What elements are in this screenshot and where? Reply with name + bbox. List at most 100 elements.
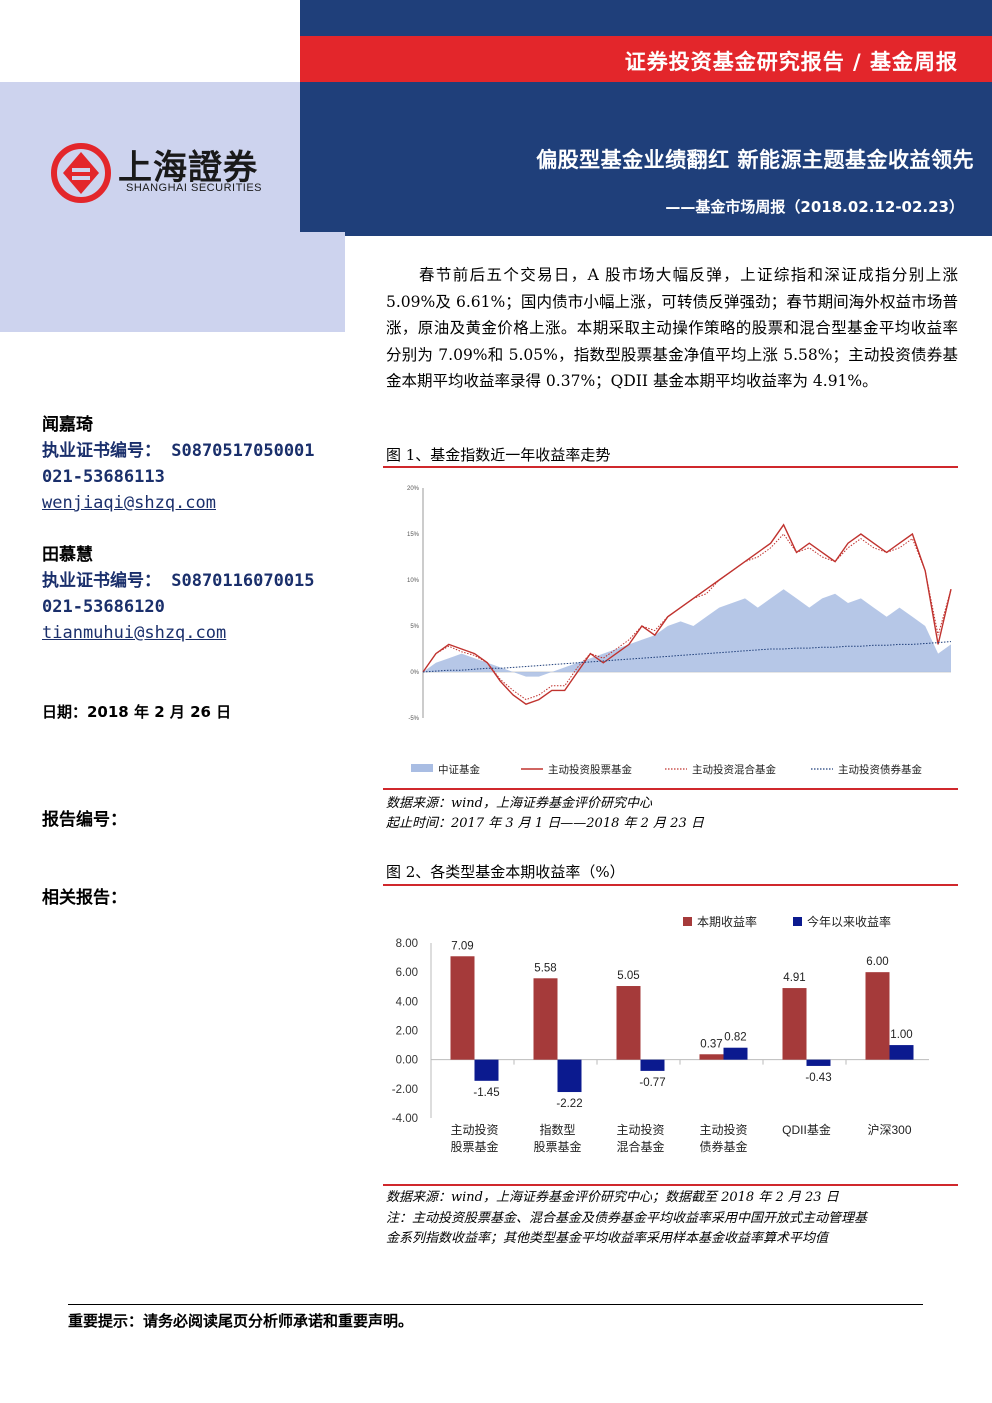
header-top-band bbox=[300, 0, 992, 36]
data-label: 4.91 bbox=[783, 972, 805, 984]
category-label: 主动投资 bbox=[699, 1122, 747, 1137]
legend-item: 本期收益率 bbox=[683, 914, 757, 929]
logo-icon bbox=[51, 143, 111, 203]
figure2-bottom-rule bbox=[383, 1184, 958, 1186]
legend-label: 本期收益率 bbox=[697, 914, 757, 929]
legend-label: 中证基金 bbox=[438, 763, 480, 776]
left-panel-band bbox=[0, 232, 345, 332]
author-email-link[interactable]: tianmuhui@shzq.com bbox=[42, 623, 227, 643]
y-tick-label: 5% bbox=[410, 624, 419, 630]
bar-ytd-return bbox=[474, 1059, 499, 1081]
author-name: 闻嘉琦 bbox=[42, 415, 93, 435]
logo-area: 上海證券 SHANGHAI SECURITIES bbox=[0, 82, 300, 232]
bar-period-return bbox=[782, 988, 807, 1060]
bar-ytd-return bbox=[806, 1059, 831, 1066]
figure2-note-line2: 金系列指数收益率；其他类型基金平均收益率采用样本基金收益率算术平均值 bbox=[386, 1231, 829, 1246]
author-name: 田慕慧 bbox=[42, 545, 93, 565]
data-label: -0.43 bbox=[805, 1072, 831, 1084]
figure2-note-line1: 注：主动投资股票基金、混合基金及债券基金平均收益率采用中国开放式主动管理基 bbox=[386, 1211, 868, 1226]
data-label: 5.05 bbox=[617, 970, 639, 982]
y-tick-label: 20% bbox=[407, 486, 420, 492]
category-label: 主动投资 bbox=[450, 1122, 498, 1137]
data-label: 6.00 bbox=[866, 956, 888, 968]
category-label: QDII基金 bbox=[782, 1122, 831, 1137]
y-tick-label: 0.00 bbox=[396, 1055, 418, 1067]
bar-period-return bbox=[533, 978, 558, 1060]
data-label: -2.22 bbox=[556, 1098, 582, 1110]
figure2-source: 数据来源：wind，上海证券基金评价研究中心；数据截至 2018 年 2 月 2… bbox=[386, 1190, 839, 1205]
report-series: 证券投资基金研究报告 / 基金周报 bbox=[624, 50, 958, 74]
legend-swatch bbox=[683, 917, 692, 926]
legend-label: 主动投资混合基金 bbox=[692, 763, 776, 776]
y-tick-label: -5% bbox=[408, 716, 419, 722]
author-block-2: 田慕慧 执业证书编号： S0870116070015 021-53686120 … bbox=[42, 542, 315, 646]
legend-label: 主动投资债券基金 bbox=[838, 763, 922, 776]
author-cert: 执业证书编号： S0870517050001 bbox=[42, 441, 315, 461]
figure1-period: 起止时间：2017 年 3 月 1 日——2018 年 2 月 23 日 bbox=[386, 816, 704, 831]
report-number-label: 报告编号： bbox=[42, 810, 127, 830]
report-subtitle: ——基金市场周报（2018.02.12-02.23） bbox=[665, 198, 964, 216]
category-label: 股票基金 bbox=[533, 1139, 581, 1154]
figure2-title: 图 2、各类型基金本期收益率（%） bbox=[386, 863, 625, 881]
logo-text-cn: 上海證券 bbox=[118, 148, 258, 188]
y-tick-label: 8.00 bbox=[396, 938, 418, 950]
figure2-top-rule bbox=[383, 884, 958, 886]
data-label: 0.37 bbox=[700, 1038, 722, 1050]
figure2-chart: 8.00 6.00 4.00 2.00 0.00 -2.00 -4.00 7.09 5.58 5.… bbox=[392, 914, 929, 1154]
report-title: 偏股型基金业绩翻红 新能源主题基金收益领先 bbox=[536, 148, 974, 172]
series-line-mixed-fund bbox=[422, 533, 952, 701]
y-tick-label: -2.00 bbox=[392, 1084, 418, 1096]
legend-label: 今年以来收益率 bbox=[807, 914, 891, 929]
footer-rule bbox=[68, 1304, 923, 1305]
bar-period-return bbox=[865, 972, 890, 1060]
y-tick-label: -4.00 bbox=[392, 1113, 418, 1125]
bar-period-return bbox=[699, 1054, 724, 1060]
logo-text-en: SHANGHAI SECURITIES bbox=[126, 182, 263, 194]
legend-item: 主动投资股票基金 bbox=[521, 763, 632, 776]
figure1-top-rule bbox=[383, 466, 958, 468]
category-label: 债券基金 bbox=[699, 1139, 747, 1154]
header-series-band: 证券投资基金研究报告 / 基金周报 bbox=[300, 36, 992, 82]
bar-ytd-return bbox=[557, 1059, 582, 1093]
bar-period-return bbox=[450, 956, 475, 1060]
bar-ytd-return bbox=[640, 1059, 665, 1071]
figure1-bottom-rule bbox=[383, 788, 958, 790]
legend-item: 主动投资混合基金 bbox=[665, 763, 776, 776]
legend-swatch bbox=[793, 917, 802, 926]
legend-label: 主动投资股票基金 bbox=[548, 763, 632, 776]
series-area-csi-fund bbox=[423, 589, 951, 677]
y-tick-label: 15% bbox=[407, 532, 420, 538]
legend-item: 中证基金 bbox=[411, 763, 480, 776]
data-label: -0.77 bbox=[639, 1077, 665, 1089]
bar-ytd-return bbox=[889, 1045, 914, 1060]
figure1-chart: 20% 15% 10% 5% 0% -5% 中证基金 主动投资股票基金 主动投资混合基金 主动投资… bbox=[407, 486, 952, 776]
category-label: 指数型 bbox=[539, 1122, 575, 1137]
bar-period-return bbox=[616, 986, 641, 1060]
author-block-1: 闻嘉琦 执业证书编号： S0870517050001 021-53686113 … bbox=[42, 412, 315, 516]
y-tick-label: 0% bbox=[410, 670, 419, 676]
category-label: 主动投资 bbox=[616, 1122, 664, 1137]
data-label: 7.09 bbox=[451, 940, 473, 952]
related-reports-label: 相关报告： bbox=[42, 888, 127, 908]
y-tick-label: 10% bbox=[407, 578, 420, 584]
category-label: 沪深300 bbox=[867, 1123, 911, 1137]
author-phone: 021-53686120 bbox=[42, 597, 165, 617]
author-phone: 021-53686113 bbox=[42, 467, 165, 487]
category-label: 混合基金 bbox=[616, 1139, 664, 1154]
header-title-band: 偏股型基金业绩翻红 新能源主题基金收益领先 ——基金市场周报（2018.02.1… bbox=[300, 82, 992, 236]
series-line-stock-fund bbox=[422, 523, 952, 705]
data-label: 0.82 bbox=[724, 1032, 746, 1044]
category-label: 股票基金 bbox=[450, 1139, 498, 1154]
y-tick-label: 6.00 bbox=[396, 967, 418, 979]
legend-item: 主动投资债券基金 bbox=[811, 763, 922, 776]
author-email-link[interactable]: wenjiaqi@shzq.com bbox=[42, 493, 216, 513]
summary-paragraph: 春节前后五个交易日，A 股市场大幅反弹，上证综指和深证成指分别上涨 5.09%及… bbox=[386, 266, 958, 390]
bar-ytd-return bbox=[723, 1047, 748, 1060]
series-line-bond-fund bbox=[422, 641, 952, 673]
footer-notice: 重要提示：请务必阅读尾页分析师承诺和重要声明。 bbox=[68, 1312, 414, 1330]
author-cert: 执业证书编号： S0870116070015 bbox=[42, 571, 315, 591]
report-date: 日期：2018 年 2 月 26 日 bbox=[42, 703, 232, 721]
legend-swatch bbox=[411, 764, 433, 772]
data-label: 1.00 bbox=[890, 1029, 912, 1041]
y-tick-label: 2.00 bbox=[396, 1026, 418, 1038]
